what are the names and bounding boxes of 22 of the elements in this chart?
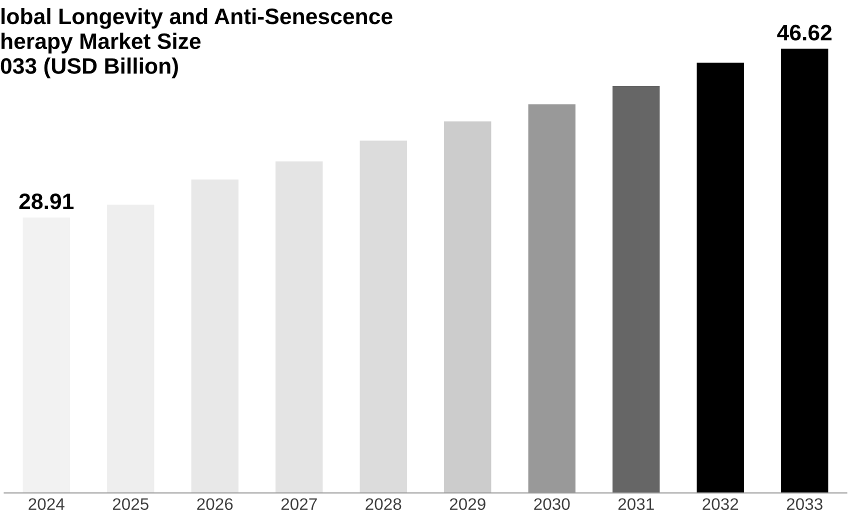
x-tick-label: 2029 [450,498,486,510]
data-label: 28.91 [19,194,74,210]
data-label: 46.62 [777,24,832,41]
chart-title: lobal Longevity and Anti-Senescence herapy Market Size 033 (USD Billion) [0,8,392,78]
x-tick-label: 2027 [281,498,317,510]
x-tick-label: 2026 [197,498,233,510]
x-tick-label: 2032 [702,498,738,510]
bar [360,140,407,493]
bar [444,121,492,493]
bar [612,86,660,493]
bar [276,161,323,493]
bar [107,204,154,493]
x-tick-label: 2024 [28,498,64,510]
bar [696,62,744,493]
bar [191,180,238,493]
x-tick-label: 2031 [618,498,654,510]
x-tick-label: 2030 [534,498,570,510]
bar [781,48,828,493]
x-tick-label: 2033 [786,498,822,510]
x-tick-label: 2025 [112,498,148,510]
bar [22,217,70,493]
x-tick-label: 2028 [366,498,402,510]
